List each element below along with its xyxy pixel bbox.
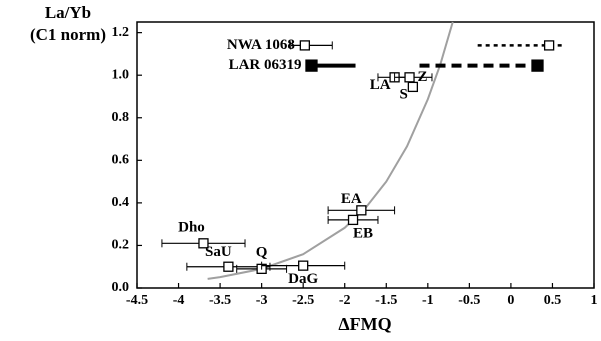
y-tick-label: 0.6	[112, 153, 130, 168]
point-label: EA	[341, 191, 362, 207]
x-axis-label: ΔFMQ	[338, 314, 391, 334]
y-tick-label: 0.0	[112, 280, 130, 295]
marker	[404, 72, 415, 83]
plot-frame	[136, 21, 595, 289]
marker	[407, 81, 419, 93]
x-tick-label: 0	[507, 293, 514, 308]
x-tick-label: 0.5	[544, 293, 562, 308]
marker	[531, 59, 544, 72]
marker	[223, 261, 234, 272]
x-tick-label: -3	[256, 293, 268, 308]
point-label: NWA 1068	[227, 37, 295, 53]
point-label: SaU	[205, 244, 232, 260]
marker	[305, 59, 318, 72]
marker	[543, 40, 555, 51]
x-tick-label: -1	[422, 293, 434, 308]
point-label: S	[400, 86, 408, 102]
point-label: DaG	[288, 271, 318, 287]
y-tick-label: 0.2	[112, 238, 130, 253]
point-label: Q	[256, 244, 268, 260]
marker	[299, 40, 310, 51]
y-axis-label: La/Yb	[45, 3, 91, 22]
y-axis-label: (C1 norm)	[30, 25, 106, 44]
point-label: LAR 06319	[229, 57, 302, 73]
x-tick-label: -4.5	[126, 293, 148, 308]
x-tick-label: 1	[591, 293, 598, 308]
x-tick-label: -3.5	[209, 293, 231, 308]
marker	[356, 205, 367, 216]
y-tick-label: 1.2	[112, 25, 130, 40]
x-tick-label: -2	[339, 293, 351, 308]
x-tick-label: -0.5	[458, 293, 480, 308]
y-tick-label: 0.8	[112, 110, 130, 125]
y-tick-label: 1.0	[112, 67, 130, 82]
y-tick-label: 0.4	[112, 195, 130, 210]
x-tick-label: -4	[173, 293, 185, 308]
x-tick-label: -1.5	[375, 293, 397, 308]
marker	[198, 238, 209, 249]
marker	[298, 260, 309, 271]
point-label: Dho	[178, 220, 205, 236]
point-label: EB	[353, 225, 373, 241]
point-label: Z	[418, 69, 428, 85]
marker	[347, 214, 359, 226]
x-tick-label: -2.5	[292, 293, 314, 308]
point-label: LA	[370, 77, 391, 93]
